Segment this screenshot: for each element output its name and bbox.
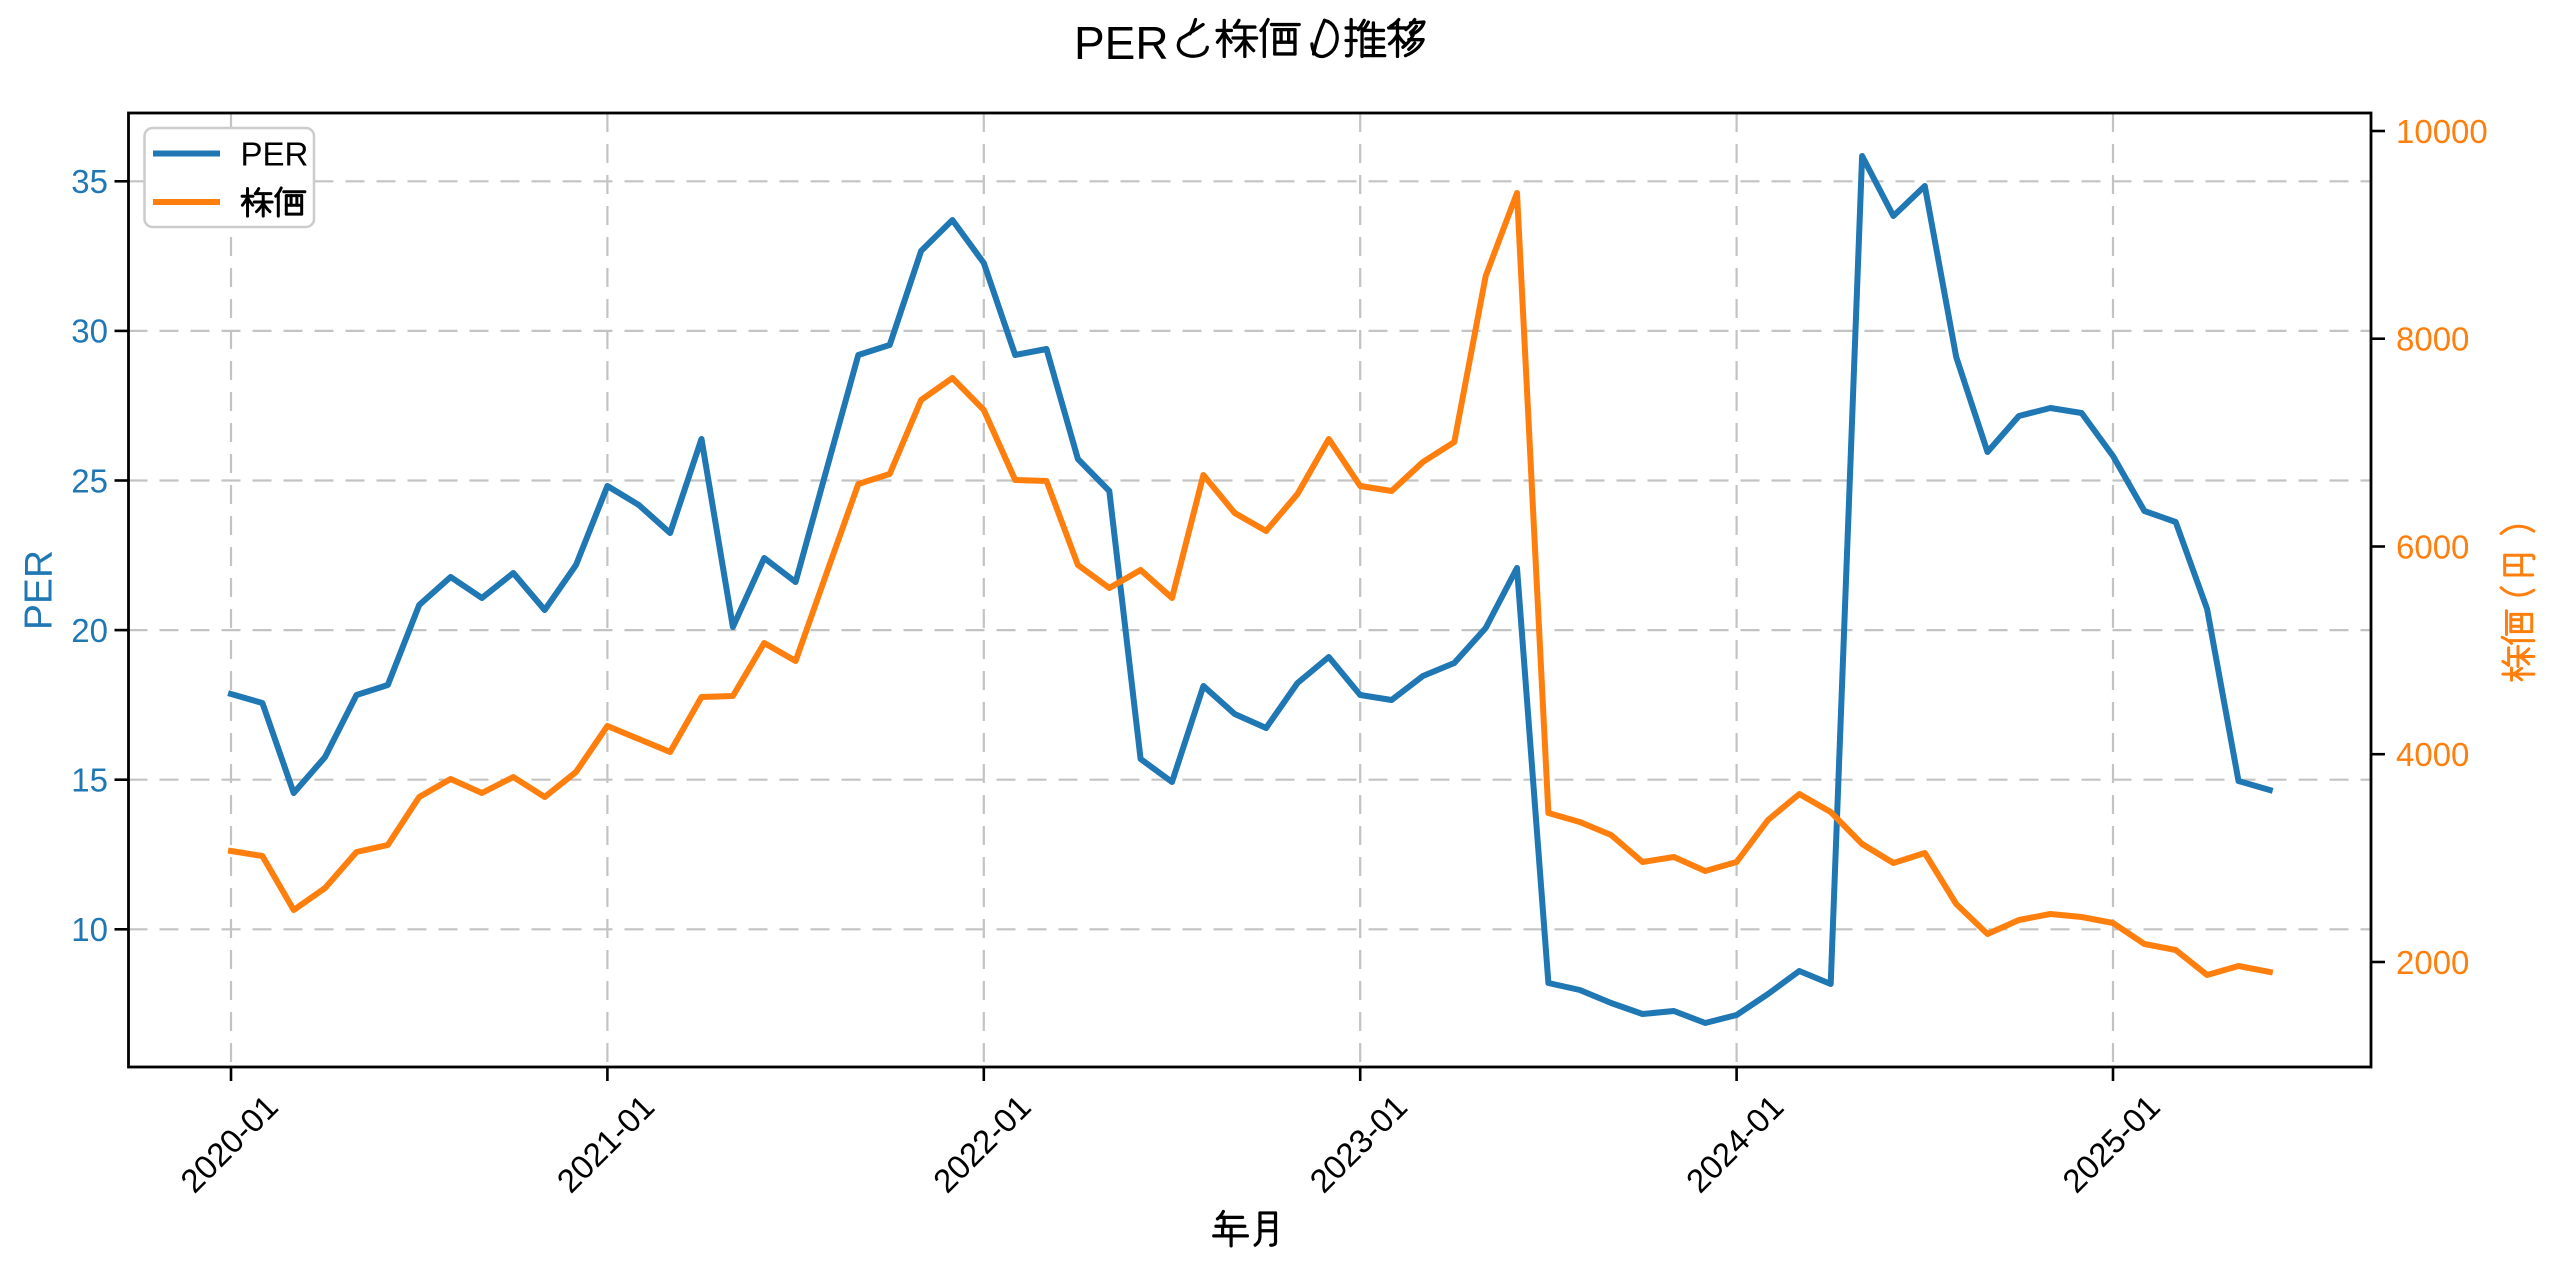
svg-text:10000: 10000	[2396, 113, 2488, 150]
svg-text:PER: PER	[241, 135, 309, 172]
svg-text:10: 10	[71, 911, 108, 948]
svg-text:PER: PER	[18, 550, 61, 630]
svg-text:25: 25	[71, 462, 108, 499]
svg-text:30: 30	[71, 313, 108, 350]
svg-text:20: 20	[71, 612, 108, 649]
svg-text:15: 15	[71, 762, 108, 799]
svg-text:4000: 4000	[2396, 736, 2469, 773]
svg-text:PER: PER	[1074, 17, 1169, 69]
svg-text:6000: 6000	[2396, 528, 2469, 565]
svg-text:35: 35	[71, 163, 108, 200]
svg-text:2000: 2000	[2396, 944, 2469, 981]
svg-text:8000: 8000	[2396, 321, 2469, 358]
